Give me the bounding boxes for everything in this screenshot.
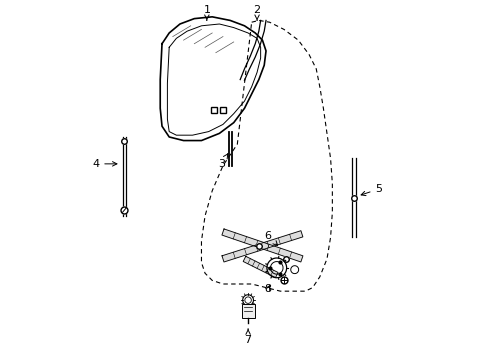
Bar	[241, 304, 254, 318]
Text: 2: 2	[253, 5, 260, 20]
Text: 8: 8	[264, 284, 271, 294]
Polygon shape	[222, 231, 302, 262]
Text: 5: 5	[361, 184, 382, 195]
Text: 4: 4	[92, 159, 117, 169]
Polygon shape	[222, 229, 302, 262]
Text: 3: 3	[217, 154, 227, 169]
Text: 7: 7	[244, 329, 251, 345]
Text: 1: 1	[203, 5, 210, 20]
Text: 6: 6	[264, 231, 277, 246]
Polygon shape	[243, 256, 278, 278]
